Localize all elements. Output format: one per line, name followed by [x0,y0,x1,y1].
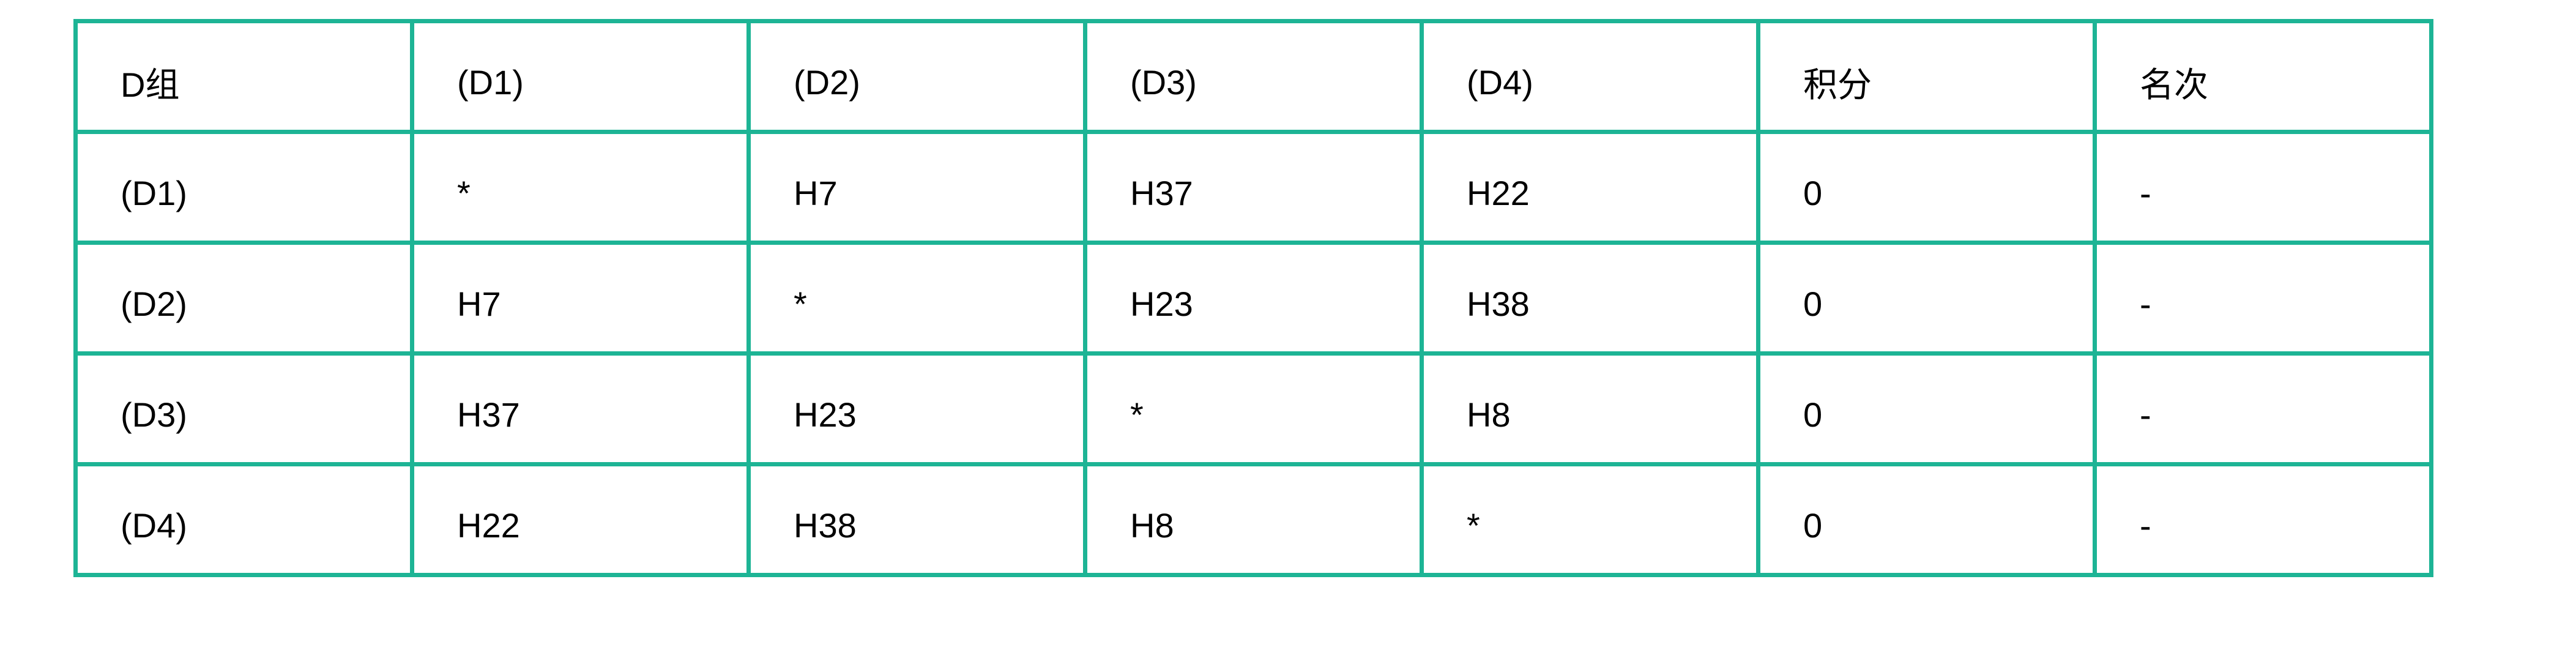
table-cell: - [2093,130,2433,245]
table-row: (D3) H37 H23 * H8 0- [73,351,2433,466]
table-row: (D1) * H7 H37 H22 0- [73,130,2433,245]
header-cell: 名次 [2093,19,2433,134]
table-cell: H38 [746,462,1087,577]
table-cell: 0 [1756,130,2097,245]
table-cell: H7 [746,130,1087,245]
table-cell: - [2093,462,2433,577]
table-row: (D4) H22 H38 H8 * 0- [73,462,2433,577]
table-cell: H22 [1420,130,1760,245]
table-cell: * [410,130,751,245]
table-row: (D2) H7 * H23 H38 0- [73,241,2433,356]
table-cell: H23 [746,351,1087,466]
table-cell: H8 [1420,351,1760,466]
group-standings-table: D组 (D1) (D2) (D3) (D4) 积分 名次 (D1) * H7 H37 H22 0- (D2… [73,19,2433,577]
table-cell: H38 [1420,241,1760,356]
table-cell: H7 [410,241,751,356]
table-cell: * [1083,351,1424,466]
table-cell: - [2093,351,2433,466]
table-cell: (D2) [73,241,414,356]
table-cell: * [746,241,1087,356]
header-cell: (D4) [1420,19,1760,134]
header-row: D组 (D1) (D2) (D3) (D4) 积分 名次 [73,19,2433,134]
header-cell: (D3) [1083,19,1424,134]
table-cell: * [1420,462,1760,577]
table-cell: H22 [410,462,751,577]
table-cell: 0 [1756,351,2097,466]
header-cell: D组 [73,19,414,134]
table-cell: (D1) [73,130,414,245]
table-cell: H23 [1083,241,1424,356]
table-cell: 0 [1756,462,2097,577]
header-cell: (D2) [746,19,1087,134]
table-cell: - [2093,241,2433,356]
table-cell: H8 [1083,462,1424,577]
table-cell: H37 [410,351,751,466]
table-cell: 0 [1756,241,2097,356]
table-cell: H37 [1083,130,1424,245]
table-cell: (D3) [73,351,414,466]
header-cell: (D1) [410,19,751,134]
table-cell: (D4) [73,462,414,577]
header-cell: 积分 [1756,19,2097,134]
